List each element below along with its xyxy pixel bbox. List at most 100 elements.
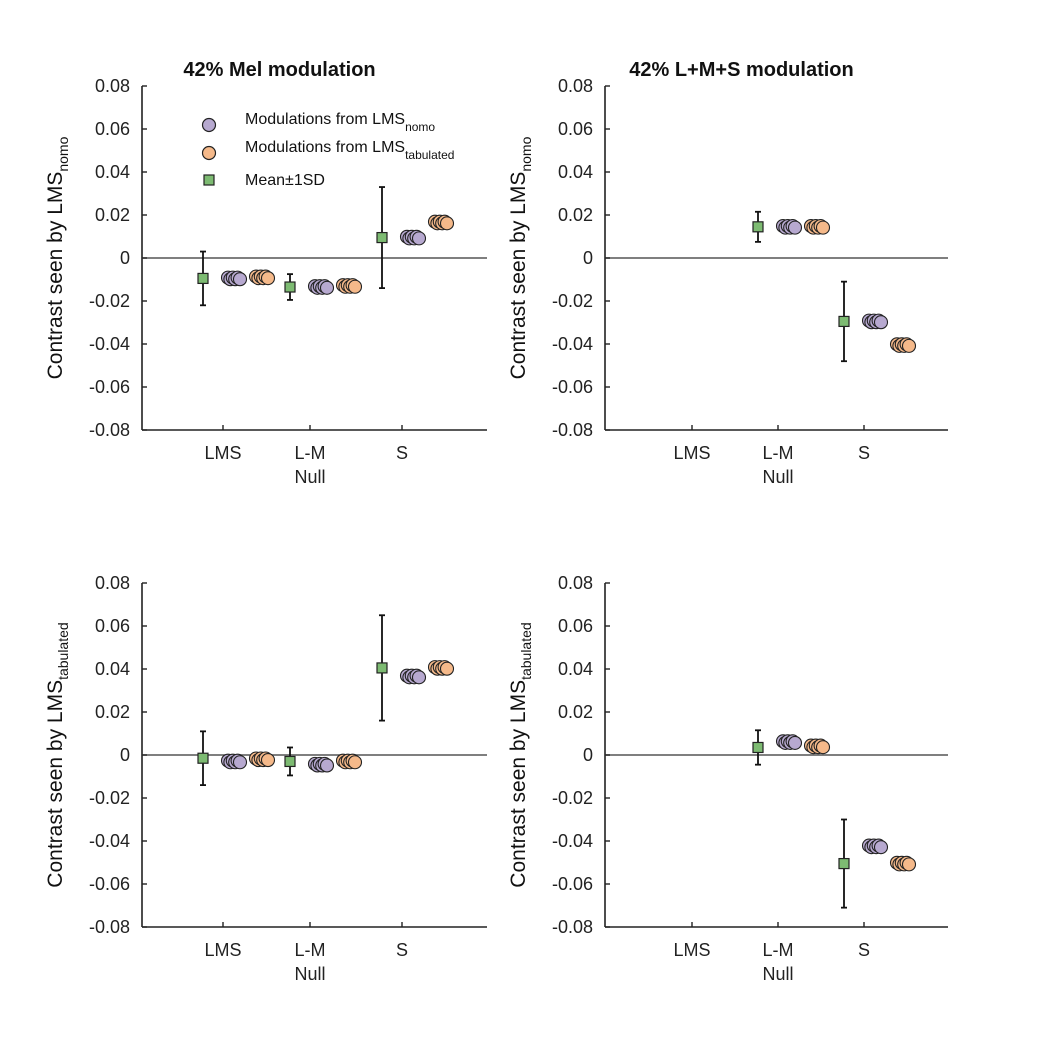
y-tick-label: -0.08 (552, 420, 593, 440)
y-tick-label: -0.04 (89, 334, 130, 354)
chart-panel-bottom-right: 0.08 0.06 0.04 0.02 0 -0.02 -0.04 -0.06 -0.08 LMS… (507, 573, 948, 984)
y-tick-label: 0.06 (95, 616, 130, 636)
nomo-point (411, 670, 427, 685)
nomo-point (787, 735, 803, 750)
tabulated-point (901, 338, 917, 353)
mean-marker (752, 221, 764, 233)
y-tick-label: 0 (120, 248, 130, 268)
x-tick-label: S (858, 940, 870, 960)
panel-title: 42% Mel modulation (183, 59, 375, 81)
x-tick-label: L-M (763, 940, 794, 960)
legend-nomo-marker (201, 117, 217, 133)
y-tick-label: 0.04 (95, 659, 130, 679)
y-tick-label: -0.06 (89, 874, 130, 894)
tabulated-point (815, 740, 831, 755)
mean-marker (838, 315, 850, 328)
mean-marker (284, 755, 296, 768)
y-axis-label: Contrast seen by LMStabulated (44, 622, 71, 887)
chart-panel-bottom-left: 0.08 0.06 0.04 0.02 0 -0.02 -0.04 -0.06 -0.08 LMS… (44, 573, 487, 984)
y-tick-label: 0.02 (558, 702, 593, 722)
tabulated-point (901, 857, 917, 872)
y-tick-label: -0.04 (552, 831, 593, 851)
legend-tabulated-marker (201, 145, 217, 161)
mean-marker (197, 752, 209, 764)
tabulated-point (347, 279, 363, 294)
x-tick-label: LMS (673, 940, 710, 960)
nomo-point (873, 840, 889, 855)
y-axis-label: Contrast seen by LMSnomo (507, 136, 534, 379)
panel-title: 42% L+M+S modulation (629, 59, 853, 81)
x-axis-label: Null (762, 964, 793, 984)
y-tick-label: -0.08 (89, 917, 130, 937)
y-tick-label: 0.06 (558, 616, 593, 636)
x-axis-label: Null (762, 467, 793, 487)
nomo-point (319, 758, 335, 773)
nomo-point (873, 315, 889, 330)
x-axis-label: Null (294, 467, 325, 487)
tabulated-point (439, 216, 455, 231)
tabulated-point (260, 753, 276, 768)
x-axis-label: Null (294, 964, 325, 984)
mean-marker (838, 857, 850, 870)
y-tick-label: 0.02 (95, 702, 130, 722)
legend: Modulations from LMSnomo Modulations fro… (201, 111, 454, 189)
y-tick-label: -0.06 (552, 377, 593, 397)
y-tick-label: -0.08 (552, 917, 593, 937)
nomo-point (787, 220, 803, 235)
nomo-point (411, 231, 427, 246)
y-tick-label: 0.08 (95, 76, 130, 96)
x-tick-label: S (858, 443, 870, 463)
y-tick-label: -0.02 (552, 291, 593, 311)
tabulated-point (347, 755, 363, 770)
y-tick-label: -0.02 (89, 291, 130, 311)
x-tick-label: S (396, 443, 408, 463)
tabulated-point (260, 271, 276, 286)
y-tick-label: 0.04 (558, 162, 593, 182)
y-axis-label: Contrast seen by LMSnomo (44, 136, 71, 379)
y-tick-label: 0 (583, 745, 593, 765)
nomo-point (319, 280, 335, 295)
y-tick-label: -0.04 (89, 831, 130, 851)
y-tick-label: 0.04 (95, 162, 130, 182)
mean-marker (197, 272, 209, 285)
y-tick-label: 0.08 (95, 573, 130, 593)
y-tick-label: 0.02 (558, 205, 593, 225)
nomo-point (232, 272, 248, 287)
legend-tabulated-label: Modulations from LMStabulated (245, 139, 454, 162)
chart-panels: 0.08 0.06 0.04 0.02 0 -0.02 -0.04 -0.06 -0.08 LMS… (44, 59, 948, 984)
y-tick-label: -0.08 (89, 420, 130, 440)
legend-nomo-label: Modulations from LMSnomo (245, 111, 435, 134)
x-tick-label: L-M (295, 940, 326, 960)
y-tick-label: 0.08 (558, 573, 593, 593)
y-tick-label: -0.04 (552, 334, 593, 354)
y-tick-label: 0.08 (558, 76, 593, 96)
y-tick-label: 0 (583, 248, 593, 268)
legend-mean-label: Mean±1SD (245, 172, 325, 189)
x-tick-label: L-M (763, 443, 794, 463)
y-axis-label: Contrast seen by LMStabulated (507, 622, 534, 887)
y-tick-label: -0.06 (552, 874, 593, 894)
tabulated-point (439, 661, 455, 676)
y-tick-label: -0.02 (89, 788, 130, 808)
chart-panel-top-left: 0.08 0.06 0.04 0.02 0 -0.02 -0.04 -0.06 -0.08 LMS… (44, 59, 487, 487)
y-tick-label: 0.06 (558, 119, 593, 139)
x-tick-label: LMS (204, 443, 241, 463)
tabulated-point (815, 220, 831, 235)
nomo-point (232, 755, 248, 770)
x-tick-label: L-M (295, 443, 326, 463)
mean-marker (376, 231, 388, 244)
y-tick-label: -0.06 (89, 377, 130, 397)
y-tick-label: 0 (120, 745, 130, 765)
mean-marker (752, 741, 764, 754)
y-tick-label: 0.04 (558, 659, 593, 679)
mean-marker (284, 281, 296, 293)
legend-mean-marker (203, 174, 215, 186)
x-tick-label: LMS (204, 940, 241, 960)
y-tick-label: 0.02 (95, 205, 130, 225)
x-tick-label: LMS (673, 443, 710, 463)
mean-marker (376, 662, 388, 674)
chart-panel-top-right: 0.08 0.06 0.04 0.02 0 -0.02 -0.04 -0.06 -0.08 LMS… (507, 59, 948, 487)
y-tick-label: 0.06 (95, 119, 130, 139)
y-tick-label: -0.02 (552, 788, 593, 808)
